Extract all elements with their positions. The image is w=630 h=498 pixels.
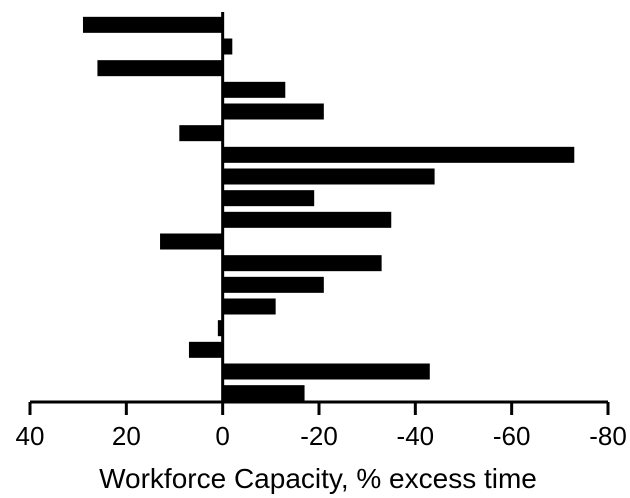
x-tick-label: 40 [16, 421, 45, 451]
bars-group [82, 16, 575, 402]
bar-2 [222, 38, 233, 55]
bar-15 [217, 320, 223, 337]
x-ticks-group: 40 20 0 -20 -40 -60 -80 [16, 402, 627, 451]
bar-13 [222, 276, 324, 293]
x-tick-label: 0 [215, 421, 229, 451]
bar-3 [97, 60, 223, 77]
x-tick-label: -80 [589, 421, 627, 451]
bar-4 [222, 81, 286, 98]
x-tick-label: -60 [493, 421, 531, 451]
bar-18 [222, 385, 305, 402]
x-tick-label: -40 [397, 421, 435, 451]
bar-6 [179, 125, 223, 142]
bar-7 [222, 146, 575, 163]
bar-8 [222, 168, 435, 185]
bar-10 [222, 211, 392, 228]
bar-17 [222, 363, 430, 380]
bar-9 [222, 190, 315, 207]
x-tick-label: -20 [300, 421, 338, 451]
x-tick-label: 20 [112, 421, 141, 451]
bar-14 [222, 298, 276, 315]
bar-11 [160, 233, 223, 250]
bar-16 [188, 341, 223, 358]
bar-12 [222, 255, 382, 272]
bar-5 [222, 103, 324, 120]
x-axis-title: Workforce Capacity, % excess time [99, 463, 537, 494]
bar-1 [82, 16, 223, 33]
